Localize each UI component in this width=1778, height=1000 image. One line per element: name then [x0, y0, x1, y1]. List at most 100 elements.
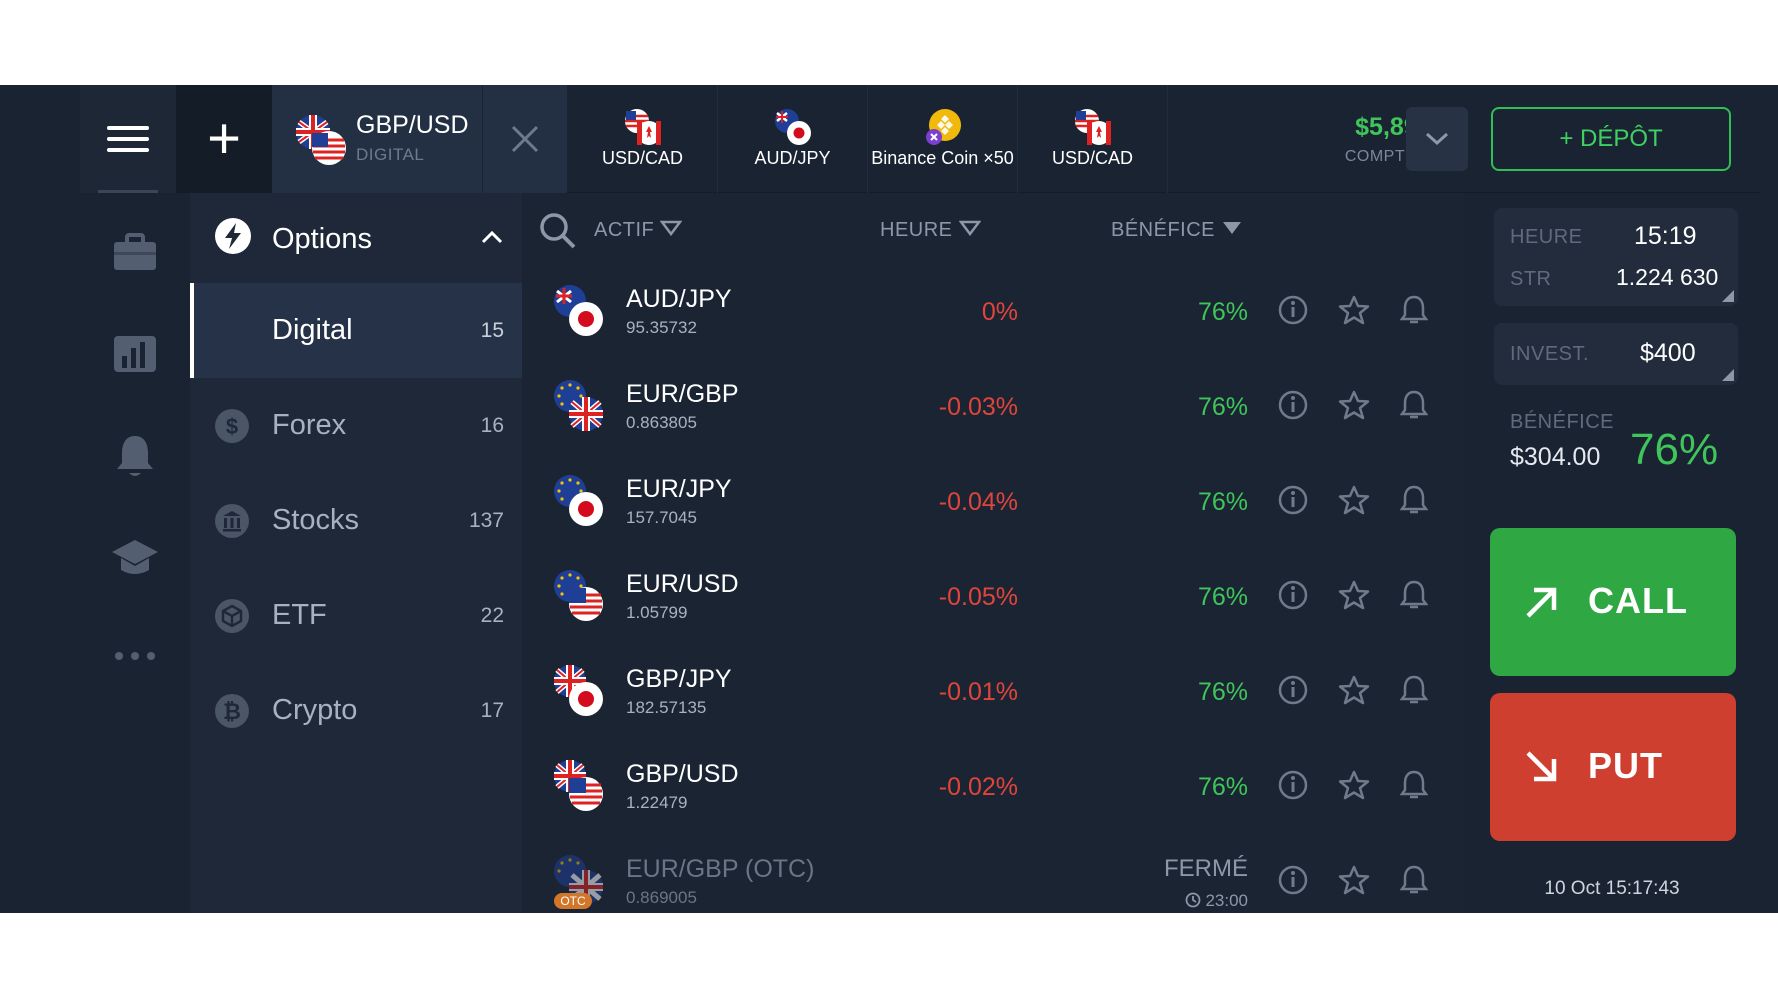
profit-percent: 76%: [1630, 425, 1719, 474]
strike-value: 1.224 630: [1616, 264, 1719, 290]
category-digital[interactable]: Digital 15: [190, 283, 522, 378]
binance-coin-icon: [925, 109, 961, 145]
category-crypto[interactable]: ₿ Crypto 17: [190, 663, 522, 758]
asset-row[interactable]: GBP/JPY 182.57135 -0.01% 76%: [522, 643, 1464, 738]
asset-row[interactable]: EUR/GBP 0.863805 -0.03% 76%: [522, 358, 1464, 453]
profit-amount: $304.00: [1510, 443, 1601, 471]
invest-value: $400: [1640, 339, 1696, 367]
asset-change: 0%: [981, 298, 1018, 326]
asset-change: -0.03%: [938, 393, 1018, 421]
column-time-sort[interactable]: HEURE: [880, 219, 982, 242]
alerts-button[interactable]: [108, 429, 162, 483]
time-value: 15:19: [1634, 222, 1697, 250]
category-count: 16: [480, 414, 504, 437]
info-icon[interactable]: [1278, 580, 1308, 610]
bell-icon[interactable]: [1400, 770, 1428, 800]
star-icon[interactable]: [1338, 485, 1370, 515]
call-label: CALL: [1588, 580, 1688, 621]
arrow-down-right-icon: [1526, 751, 1557, 782]
bar-chart-icon: [114, 336, 156, 372]
options-section-header[interactable]: Options: [190, 193, 522, 283]
info-icon[interactable]: [1278, 770, 1308, 800]
asset-profit: 76%: [1197, 583, 1248, 611]
bell-icon[interactable]: [1400, 295, 1428, 325]
bell-icon[interactable]: [1400, 865, 1428, 895]
category-stocks[interactable]: Stocks 137: [190, 473, 522, 568]
star-icon[interactable]: [1338, 770, 1370, 800]
add-asset-button[interactable]: +: [176, 85, 272, 193]
asset-change: -0.01%: [938, 678, 1018, 706]
sort-down-icon: [659, 220, 683, 237]
chevron-up-icon: [481, 230, 503, 244]
portfolio-button[interactable]: [108, 225, 162, 279]
asset-price: 95.35732: [626, 318, 697, 337]
category-count: 22: [480, 604, 504, 627]
more-button[interactable]: [108, 629, 162, 683]
bell-icon[interactable]: [1400, 390, 1428, 420]
asset-row[interactable]: EUR/USD 1.05799 -0.05% 76%: [522, 548, 1464, 643]
strike-label: STR: [1510, 268, 1552, 290]
otc-badge: OTC: [560, 894, 586, 908]
asset-change: -0.02%: [938, 773, 1018, 801]
close-tab-button[interactable]: [482, 85, 567, 193]
asset-tab-aud-jpy[interactable]: AUD/JPY: [718, 85, 868, 193]
category-etf[interactable]: ETF 22: [190, 568, 522, 663]
asset-tab-usd-cad[interactable]: USD/CAD: [568, 85, 718, 193]
column-asset-sort[interactable]: ACTIF: [594, 219, 683, 242]
column-profit-sort[interactable]: BÉNÉFICE: [1111, 219, 1243, 242]
info-icon[interactable]: [1278, 485, 1308, 515]
education-button[interactable]: [108, 531, 162, 585]
asset-row[interactable]: OTC EUR/GBP (OTC) 0.869005 FERMÉ 23:00: [522, 833, 1464, 913]
asset-row[interactable]: AUD/JPY 95.35732 0% 76%: [522, 263, 1464, 358]
more-dots-icon: [115, 652, 155, 660]
reopen-time-value: 23:00: [1205, 891, 1248, 910]
svg-text:₿: ₿: [223, 699, 241, 724]
call-button[interactable]: CALL: [1490, 528, 1736, 676]
invest-field[interactable]: INVEST. $400: [1494, 323, 1738, 385]
info-icon[interactable]: [1278, 675, 1308, 705]
search-icon[interactable]: [538, 211, 578, 251]
server-timestamp: 10 Oct 15:17:43: [1544, 878, 1680, 899]
bell-icon[interactable]: [1400, 580, 1428, 610]
category-count: 17: [480, 699, 504, 722]
info-icon[interactable]: [1278, 390, 1308, 420]
bank-icon: [215, 504, 249, 538]
asset-tab-binance-coin[interactable]: Binance Coin ×50: [868, 85, 1018, 193]
bell-icon[interactable]: [1400, 675, 1428, 705]
active-asset-tab[interactable]: GBP/USD DIGITAL: [272, 85, 567, 193]
asset-profit: 76%: [1197, 488, 1248, 516]
asset-list: ACTIF HEURE BÉNÉFICE AUD/JPY 95.35732 0%…: [522, 193, 1464, 913]
star-icon[interactable]: [1338, 865, 1370, 895]
info-icon[interactable]: [1278, 295, 1308, 325]
charts-button[interactable]: [108, 327, 162, 381]
asset-row[interactable]: GBP/USD 1.22479 -0.02% 76%: [522, 738, 1464, 833]
star-icon[interactable]: [1338, 390, 1370, 420]
put-button[interactable]: PUT: [1490, 693, 1736, 841]
asset-symbol: EUR/USD: [626, 570, 739, 598]
bell-icon: [117, 436, 153, 476]
corner-resize-icon: [1722, 290, 1734, 302]
asset-row[interactable]: EUR/JPY 157.7045 -0.04% 76%: [522, 453, 1464, 548]
star-icon[interactable]: [1338, 675, 1370, 705]
star-icon[interactable]: [1338, 295, 1370, 325]
menu-icon: [107, 119, 149, 159]
asset-list-header: ACTIF HEURE BÉNÉFICE: [522, 193, 1464, 263]
deposit-button[interactable]: + DÉPÔT: [1491, 107, 1731, 171]
asset-profit: 76%: [1197, 393, 1248, 421]
hamburger-menu-button[interactable]: [80, 85, 176, 193]
asset-profit: 76%: [1197, 298, 1248, 326]
account-dropdown-button[interactable]: [1406, 107, 1468, 171]
category-name: ETF: [272, 599, 327, 631]
asset-price: 1.05799: [626, 603, 688, 622]
active-tab-type: DIGITAL: [356, 145, 425, 164]
asset-symbol: AUD/JPY: [626, 285, 732, 313]
column-label: BÉNÉFICE: [1111, 219, 1216, 241]
asset-tab-usd-cad-2[interactable]: USD/CAD: [1018, 85, 1168, 193]
asset-profit: 76%: [1197, 678, 1248, 706]
star-icon[interactable]: [1338, 580, 1370, 610]
corner-resize-icon: [1722, 369, 1734, 381]
info-icon[interactable]: [1278, 865, 1308, 895]
expiry-time-field[interactable]: HEURE 15:19 STR 1.224 630: [1494, 208, 1738, 306]
category-forex[interactable]: $ Forex 16: [190, 378, 522, 473]
bell-icon[interactable]: [1400, 485, 1428, 515]
